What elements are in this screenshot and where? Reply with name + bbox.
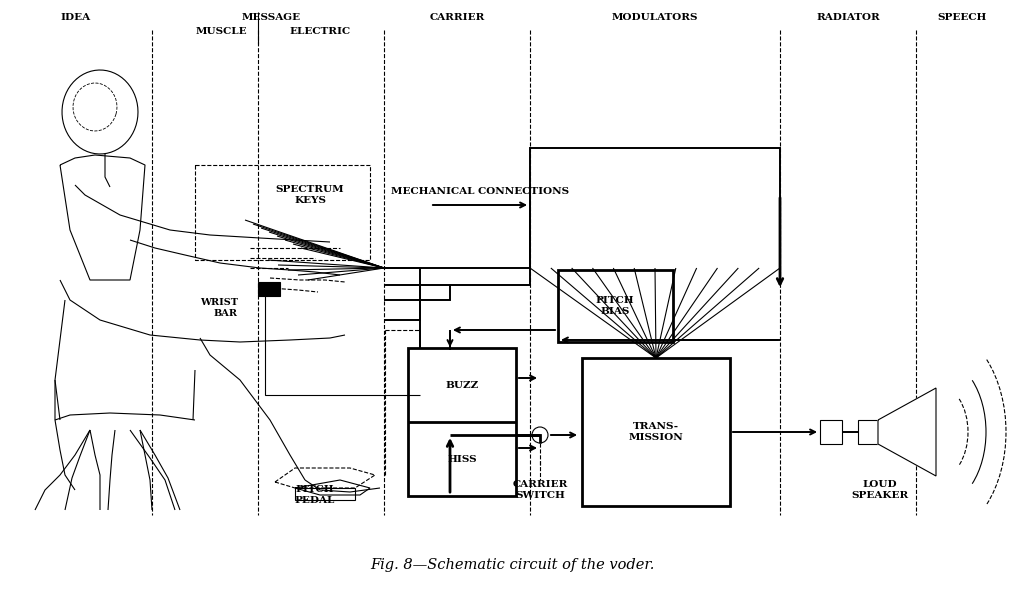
Bar xyxy=(258,282,280,296)
Text: MUSCLE: MUSCLE xyxy=(196,28,247,37)
Text: SPEECH: SPEECH xyxy=(937,14,987,22)
Bar xyxy=(295,488,355,500)
Polygon shape xyxy=(878,388,936,476)
Text: CARRIER
SWITCH: CARRIER SWITCH xyxy=(512,480,567,500)
Text: MODULATORS: MODULATORS xyxy=(611,14,698,22)
Bar xyxy=(858,420,878,444)
Bar xyxy=(820,420,842,444)
Text: SPECTRUM
KEYS: SPECTRUM KEYS xyxy=(275,186,344,204)
Text: LOUD
SPEAKER: LOUD SPEAKER xyxy=(851,480,908,500)
Text: TRANS-
MISSION: TRANS- MISSION xyxy=(629,423,683,441)
Text: PITCH
PEDAL: PITCH PEDAL xyxy=(295,485,335,505)
Text: Fig. 8—Schematic circuit of the voder.: Fig. 8—Schematic circuit of the voder. xyxy=(370,558,654,572)
Text: MECHANICAL CONNECTIONS: MECHANICAL CONNECTIONS xyxy=(391,187,569,196)
Text: BUZZ: BUZZ xyxy=(445,381,478,389)
Bar xyxy=(582,358,730,506)
Text: RADIATOR: RADIATOR xyxy=(816,14,880,22)
Text: HISS: HISS xyxy=(447,454,477,463)
Text: CARRIER: CARRIER xyxy=(429,14,484,22)
Bar xyxy=(558,270,673,342)
Text: PITCH
BIAS: PITCH BIAS xyxy=(596,296,634,316)
Text: WRIST
BAR: WRIST BAR xyxy=(200,298,238,318)
Bar xyxy=(195,165,370,260)
Text: ELECTRIC: ELECTRIC xyxy=(290,28,350,37)
Text: IDEA: IDEA xyxy=(61,14,91,22)
Bar xyxy=(408,348,516,496)
Text: MESSAGE: MESSAGE xyxy=(242,14,301,22)
